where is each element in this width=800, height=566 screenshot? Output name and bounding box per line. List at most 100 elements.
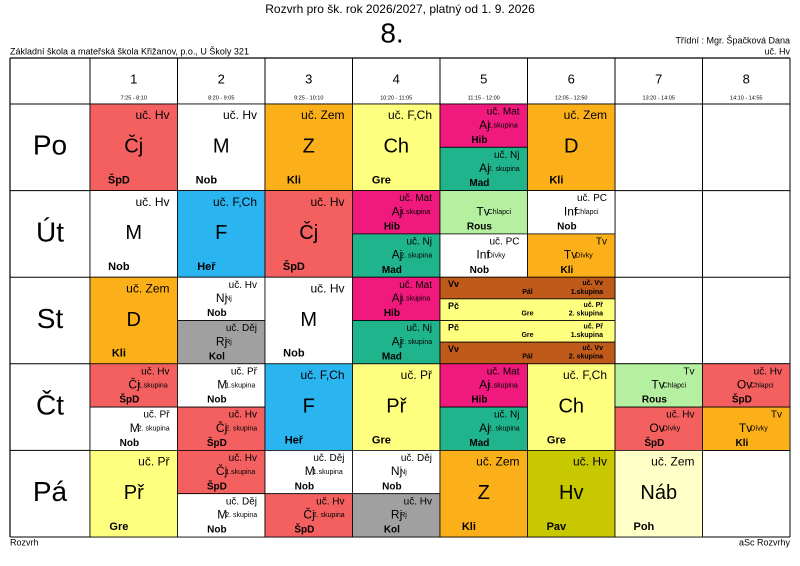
period-number: 8 xyxy=(743,71,750,86)
room: uč. F,Ch xyxy=(213,195,257,209)
group: 1.skupina xyxy=(400,209,430,216)
lesson xyxy=(439,146,528,192)
subject: M xyxy=(213,136,230,158)
lesson xyxy=(352,233,441,278)
subject: Vv xyxy=(448,279,459,289)
teacher: Hib xyxy=(471,135,487,146)
room: uč. Nj xyxy=(494,410,520,421)
room: uč. Nj xyxy=(406,323,432,334)
group: 2. skupina xyxy=(569,354,603,361)
group: 1.skupina xyxy=(571,289,603,296)
subject: Pč xyxy=(448,301,459,311)
footer-left: Rozvrh xyxy=(10,537,39,547)
teacher: Kli xyxy=(112,348,126,360)
teacher: ŠpD xyxy=(732,393,752,406)
subject: Aj xyxy=(479,378,490,392)
lesson xyxy=(352,276,441,321)
group: 1.skupina xyxy=(400,296,430,303)
teacher: Gre xyxy=(109,521,128,533)
room: uč. Zem xyxy=(126,281,169,295)
group: 1.skupina xyxy=(571,332,603,339)
subject: Ov xyxy=(737,378,752,392)
subject: Náb xyxy=(640,482,677,504)
subject: Př xyxy=(386,395,407,417)
subject: Tv xyxy=(651,378,664,392)
room: Tv xyxy=(683,366,694,377)
room: uč. Vv xyxy=(582,280,603,287)
teacher: ŠpD xyxy=(119,393,139,406)
lesson xyxy=(177,103,266,191)
teacher: Mad xyxy=(382,351,402,362)
subject: M xyxy=(300,309,317,331)
group: 2. skupina xyxy=(138,426,170,433)
lesson xyxy=(527,190,616,235)
room: uč. Mat xyxy=(399,280,432,291)
subject: D xyxy=(127,309,141,331)
room: uč. Zem xyxy=(301,108,344,122)
home-room: uč. Hv xyxy=(764,46,790,56)
room: uč. Děj xyxy=(226,496,257,507)
teacher: Kli xyxy=(462,521,476,533)
day-name: St xyxy=(37,303,64,334)
period-number: 3 xyxy=(305,71,312,86)
room: uč. Mat xyxy=(399,193,432,204)
subject: Ch xyxy=(558,395,584,417)
subject: Rj xyxy=(216,334,227,348)
subject: Aj xyxy=(392,334,403,348)
lesson xyxy=(177,320,266,365)
lesson xyxy=(614,406,703,451)
teacher: ŠpD xyxy=(294,523,314,536)
teacher: Rous xyxy=(467,222,492,233)
room: uč. F,Ch xyxy=(563,368,607,382)
room: uč. Děj xyxy=(313,453,344,464)
lesson xyxy=(89,449,178,538)
group: Dívky xyxy=(488,252,506,259)
day-name: Pá xyxy=(33,476,68,507)
teacher: Nob xyxy=(470,265,489,276)
period-time: 10:20 - 11:05 xyxy=(380,95,412,101)
subject: Tv xyxy=(739,421,752,435)
group: 2. skupina xyxy=(225,512,257,519)
teacher: Gre xyxy=(547,434,566,446)
teacher: Gre xyxy=(372,434,391,446)
room: uč. Děj xyxy=(401,453,432,464)
group: Chlapci xyxy=(488,209,512,216)
period-number: 2 xyxy=(218,71,225,86)
room: uč. Hv xyxy=(573,455,607,469)
period-number: 7 xyxy=(655,71,662,86)
subject: Čj xyxy=(128,377,139,392)
room: uč. Hv xyxy=(229,280,257,291)
group: 2. skupina xyxy=(313,512,345,519)
lesson xyxy=(439,233,528,278)
teacher: ŠpD xyxy=(283,260,305,273)
teacher: ŠpD xyxy=(108,174,130,187)
class-teacher: Třídní : Mgr. Špačková Dana xyxy=(675,35,790,45)
group: Nj xyxy=(225,296,232,303)
room: uč. Vv xyxy=(582,345,603,352)
subject: Aj xyxy=(479,421,490,435)
room: uč. Zem xyxy=(651,455,694,469)
group: 2. skupina xyxy=(225,426,257,433)
lesson xyxy=(527,233,616,278)
teacher: Kli xyxy=(287,175,301,187)
subject: Čj xyxy=(299,221,318,244)
teacher: Kol xyxy=(384,525,400,536)
subject: M xyxy=(125,222,142,244)
group: Nj xyxy=(400,469,407,476)
subject: Pč xyxy=(448,322,459,332)
subject: Aj xyxy=(392,204,403,218)
lesson xyxy=(702,406,791,451)
subject: Z xyxy=(303,136,315,158)
subject: Aj xyxy=(392,291,403,305)
group: 2. skupina xyxy=(488,426,520,433)
period-number: 6 xyxy=(568,71,575,86)
subject: Ov xyxy=(649,421,664,435)
subject: M xyxy=(217,378,227,392)
group: 1.skupina xyxy=(225,469,255,476)
group: Dívky xyxy=(663,426,681,433)
room: uč. Nj xyxy=(406,237,432,248)
group: 1.skupina xyxy=(313,469,343,476)
subject: Aj xyxy=(479,118,490,132)
teacher: Poh xyxy=(633,521,654,533)
teacher: Gre xyxy=(372,175,391,187)
